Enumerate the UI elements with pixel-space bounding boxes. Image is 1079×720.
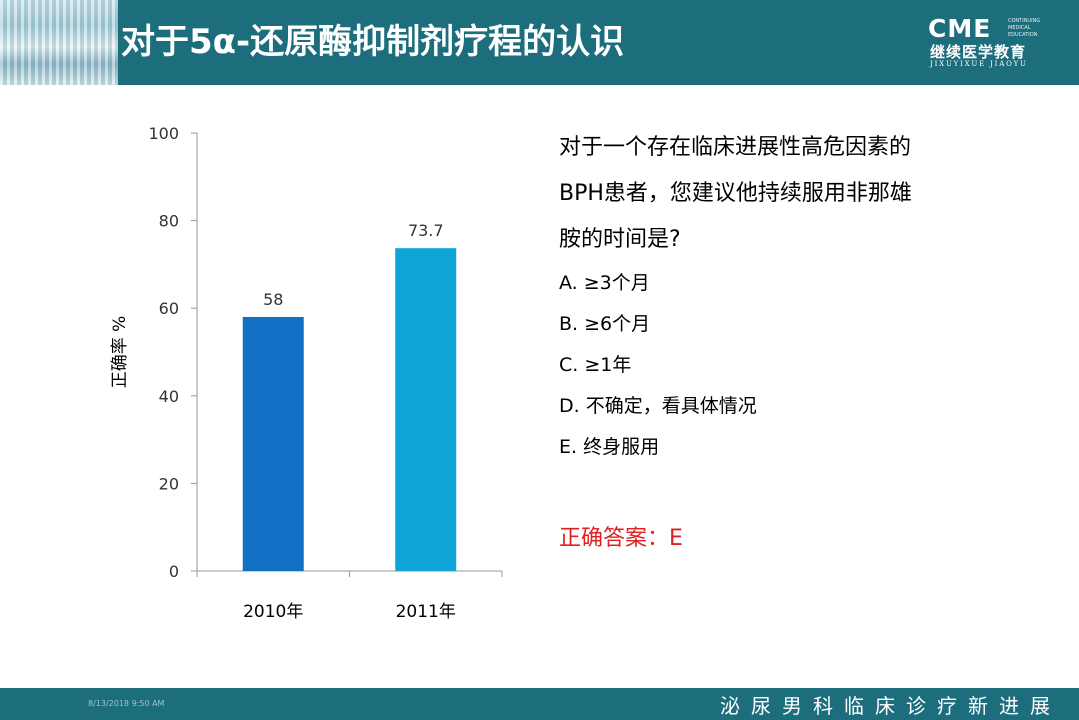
- logo-small-line: MEDICAL: [1008, 25, 1031, 31]
- logo-small-text: CONTINUING MEDICAL EDUCATION: [1008, 18, 1048, 39]
- slide-header: 对于5α-还原酶抑制剂疗程的认识 CME CONTINUING MEDICAL …: [0, 0, 1079, 85]
- bar-2: [395, 248, 457, 571]
- question-line: BPH患者，您建议他持续服用非那雄: [559, 181, 912, 206]
- header-waterfall-image: [0, 0, 118, 85]
- x-category-label: 2010年: [243, 602, 303, 622]
- correct-answer: 正确答案：E: [559, 526, 683, 551]
- y-tick-label: 0: [169, 562, 179, 581]
- y-tick-label: 40: [159, 387, 179, 406]
- bar-value-label: 58: [263, 290, 283, 309]
- slide-footer: 8/13/2018 9:50 AM 泌尿男科临床诊疗新进展: [0, 688, 1079, 720]
- x-category-label: 2011年: [396, 602, 456, 622]
- y-tick-label: 100: [148, 124, 179, 143]
- option-d: D. 不确定，看具体情况: [559, 395, 757, 417]
- y-axis-label: 正确率 %: [110, 316, 130, 389]
- option-b: B. ≥6个月: [559, 313, 651, 335]
- footer-title: 泌尿男科临床诊疗新进展: [720, 694, 1061, 718]
- option-e: E. 终身服用: [559, 436, 660, 458]
- slide-title: 对于5α-还原酶抑制剂疗程的认识: [121, 22, 625, 62]
- option-c: C. ≥1年: [559, 354, 632, 376]
- option-a: A. ≥3个月: [559, 272, 650, 294]
- question-line: 对于一个存在临床进展性高危因素的: [559, 135, 912, 160]
- bar-value-label: 73.7: [408, 221, 444, 240]
- bar-1: [242, 316, 304, 571]
- logo-small-line: CONTINUING: [1008, 18, 1041, 24]
- y-tick-label: 80: [159, 212, 179, 231]
- logo-chinese-text: 继续医学教育: [930, 43, 1027, 61]
- y-tick-label: 60: [159, 299, 179, 318]
- footer-date: 8/13/2018 9:50 AM: [88, 699, 165, 708]
- logo-pinyin-text: JIXUYIXUE JIAOYU: [930, 60, 1028, 68]
- bar-chart: 0 20 40 60 80 100 正确率 % 58 2010年 73.7 2011年: [110, 124, 503, 622]
- logo-main-text: CME: [928, 14, 992, 43]
- question-line: 胺的时间是?: [559, 227, 681, 252]
- logo-small-line: EDUCATION: [1008, 32, 1038, 38]
- question-block: 对于一个存在临床进展性高危因素的 BPH患者，您建议他持续服用非那雄 胺的时间是…: [559, 125, 1039, 468]
- cme-logo: CME CONTINUING MEDICAL EDUCATION 继续医学教育 …: [928, 14, 1058, 74]
- y-tick-label: 20: [159, 474, 179, 493]
